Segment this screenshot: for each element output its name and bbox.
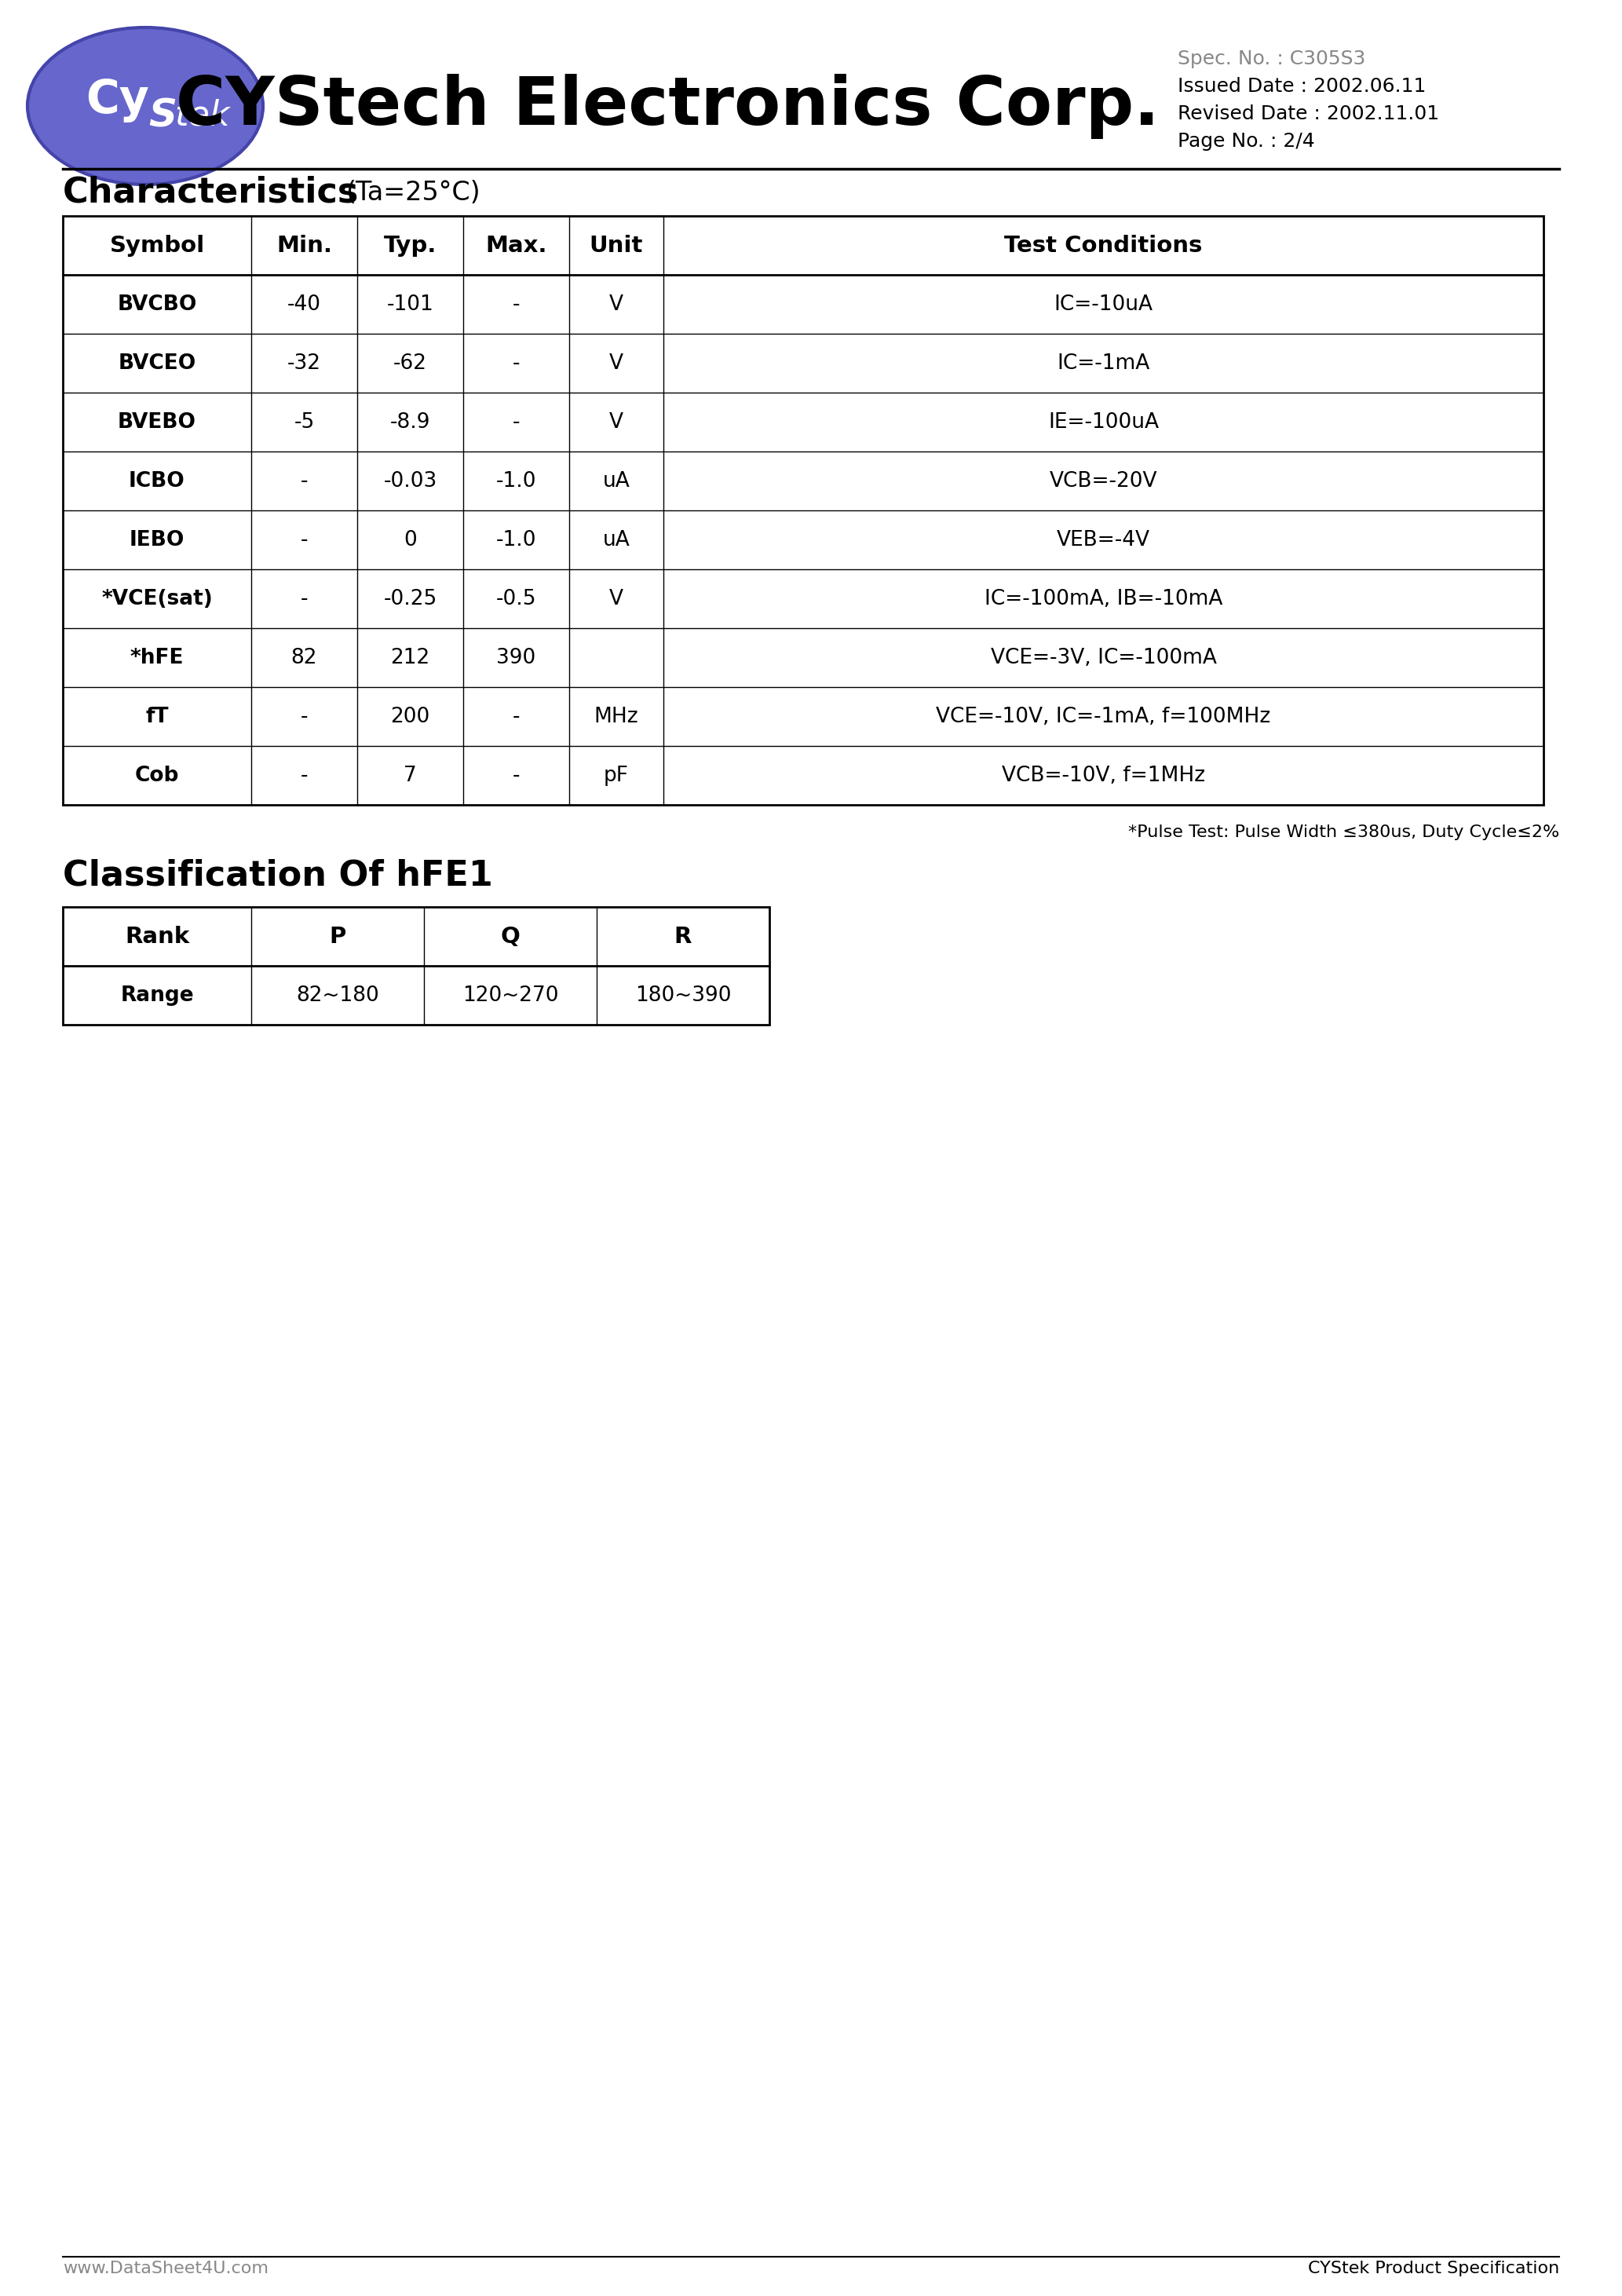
Text: -: - (513, 354, 521, 374)
Text: uA: uA (603, 530, 629, 551)
Text: V: V (610, 294, 623, 315)
Text: S: S (148, 96, 177, 133)
Text: VEB=-4V: VEB=-4V (1058, 530, 1150, 551)
Text: 390: 390 (496, 647, 535, 668)
Text: VCE=-3V, IC=-100mA: VCE=-3V, IC=-100mA (991, 647, 1216, 668)
Text: Symbol: Symbol (109, 234, 204, 257)
Text: Typ.: Typ. (384, 234, 436, 257)
Text: MHz: MHz (594, 707, 639, 728)
Text: V: V (610, 411, 623, 432)
Text: V: V (610, 354, 623, 374)
Text: Cy: Cy (86, 78, 149, 122)
Text: BVEBO: BVEBO (118, 411, 196, 432)
Text: 212: 212 (391, 647, 430, 668)
Text: VCE=-10V, IC=-1mA, f=100MHz: VCE=-10V, IC=-1mA, f=100MHz (936, 707, 1270, 728)
Text: -0.25: -0.25 (383, 588, 436, 608)
Text: Q: Q (501, 925, 521, 948)
Text: Min.: Min. (276, 234, 333, 257)
Text: 82~180: 82~180 (297, 985, 380, 1006)
Text: -8.9: -8.9 (389, 411, 430, 432)
Text: 120~270: 120~270 (462, 985, 558, 1006)
Bar (63, 216, 1544, 806)
Text: -32: -32 (287, 354, 321, 374)
Text: -62: -62 (393, 354, 427, 374)
Text: Max.: Max. (485, 234, 547, 257)
Text: V: V (610, 588, 623, 608)
Text: 7: 7 (404, 765, 417, 785)
Text: fT: fT (146, 707, 169, 728)
Text: IEBO: IEBO (130, 530, 185, 551)
Text: 0: 0 (404, 530, 417, 551)
Text: -: - (300, 530, 308, 551)
Text: -: - (513, 765, 521, 785)
Text: (Ta=25°C): (Ta=25°C) (345, 179, 480, 204)
Text: IC=-1mA: IC=-1mA (1058, 354, 1150, 374)
Text: ICBO: ICBO (128, 471, 185, 491)
Text: pF: pF (603, 765, 629, 785)
Text: Characteristics: Characteristics (63, 174, 358, 209)
Text: -: - (300, 471, 308, 491)
Text: -5: -5 (294, 411, 315, 432)
Text: Issued Date : 2002.06.11: Issued Date : 2002.06.11 (1178, 78, 1426, 96)
Text: CYStech Electronics Corp.: CYStech Electronics Corp. (175, 73, 1160, 138)
Text: 200: 200 (391, 707, 430, 728)
Text: BVCEO: BVCEO (118, 354, 196, 374)
Text: tek: tek (174, 99, 229, 133)
Text: Test Conditions: Test Conditions (1004, 234, 1202, 257)
Text: Cob: Cob (135, 765, 178, 785)
Text: *hFE: *hFE (130, 647, 183, 668)
Text: -1.0: -1.0 (496, 471, 537, 491)
Text: *Pulse Test: Pulse Width ≤380us, Duty Cycle≤2%: *Pulse Test: Pulse Width ≤380us, Duty Cy… (1127, 824, 1559, 840)
Text: -101: -101 (386, 294, 433, 315)
Text: IE=-100uA: IE=-100uA (1048, 411, 1158, 432)
Text: uA: uA (603, 471, 629, 491)
Text: Spec. No. : C305S3: Spec. No. : C305S3 (1178, 51, 1366, 69)
Text: -: - (300, 765, 308, 785)
Text: -: - (300, 588, 308, 608)
Text: Classification Of hFE1: Classification Of hFE1 (63, 859, 493, 893)
Text: Range: Range (120, 985, 193, 1006)
Text: -: - (513, 294, 521, 315)
Text: *VCE(sat): *VCE(sat) (101, 588, 212, 608)
Text: Page No. : 2/4: Page No. : 2/4 (1178, 131, 1315, 152)
Text: R: R (675, 925, 693, 948)
Text: IC=-100mA, IB=-10mA: IC=-100mA, IB=-10mA (985, 588, 1223, 608)
Text: -: - (300, 707, 308, 728)
Text: -: - (513, 707, 521, 728)
Text: -0.5: -0.5 (496, 588, 537, 608)
Ellipse shape (28, 28, 263, 184)
Text: -0.03: -0.03 (383, 471, 436, 491)
Text: P: P (329, 925, 345, 948)
Text: -40: -40 (287, 294, 321, 315)
Text: Unit: Unit (589, 234, 644, 257)
Text: CYStek Product Specification: CYStek Product Specification (1307, 2262, 1559, 2275)
Text: VCB=-20V: VCB=-20V (1049, 471, 1158, 491)
Bar (63, 907, 769, 1024)
Text: 180~390: 180~390 (634, 985, 732, 1006)
Text: BVCBO: BVCBO (117, 294, 196, 315)
Text: -1.0: -1.0 (496, 530, 537, 551)
Text: 82: 82 (290, 647, 318, 668)
Text: Revised Date : 2002.11.01: Revised Date : 2002.11.01 (1178, 103, 1439, 124)
Text: www.DataSheet4U.com: www.DataSheet4U.com (63, 2262, 269, 2275)
Text: IC=-10uA: IC=-10uA (1054, 294, 1153, 315)
Text: -: - (513, 411, 521, 432)
Text: Rank: Rank (125, 925, 190, 948)
Text: VCB=-10V, f=1MHz: VCB=-10V, f=1MHz (1002, 765, 1205, 785)
